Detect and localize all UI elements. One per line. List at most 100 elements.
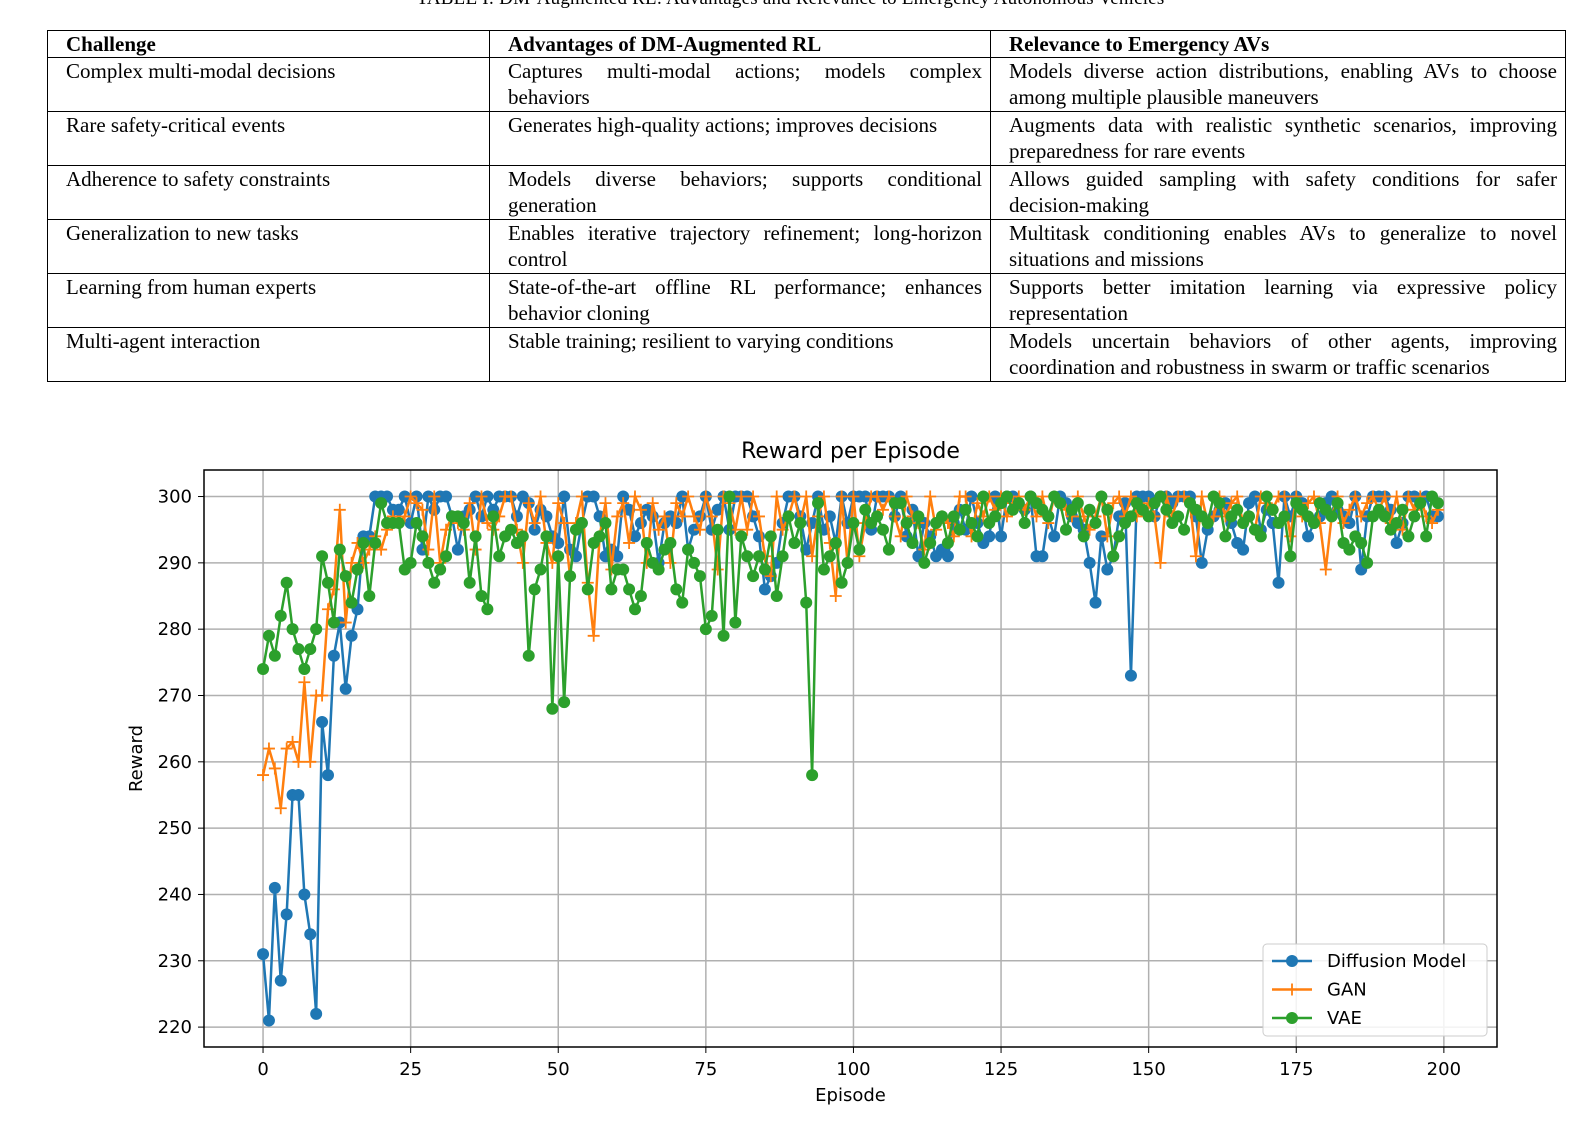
data-point (770, 590, 783, 603)
data-point (906, 536, 919, 549)
data-point (1077, 530, 1090, 543)
data-point (829, 590, 842, 603)
data-point (995, 530, 1008, 543)
data-point (1349, 490, 1362, 503)
data-point (1000, 510, 1013, 523)
data-point (1195, 490, 1208, 503)
data-point (646, 497, 659, 510)
data-point (310, 1007, 323, 1020)
data-point (463, 576, 476, 589)
legend-label: GAN (1327, 980, 1367, 1001)
data-point (965, 517, 978, 530)
data-point (741, 550, 754, 563)
data-point (416, 530, 429, 543)
data-point (670, 583, 683, 596)
data-point (629, 490, 641, 503)
data-point (859, 503, 872, 516)
data-point (1178, 523, 1191, 536)
data-point (262, 742, 275, 755)
y-tick-label: 250 (158, 818, 192, 839)
x-tick-label: 25 (399, 1059, 422, 1080)
y-tick-label: 280 (158, 619, 192, 640)
data-point (599, 497, 612, 510)
data-point (876, 503, 889, 516)
data-point (717, 629, 730, 642)
data-point (528, 583, 541, 596)
data-point (333, 503, 346, 516)
data-point (959, 503, 972, 516)
data-point (847, 517, 860, 530)
data-point (451, 543, 464, 556)
data-point (280, 576, 293, 589)
data-point (558, 517, 571, 530)
data-point (268, 881, 281, 894)
y-tick-label: 260 (158, 752, 192, 773)
data-point (469, 530, 482, 543)
data-point (977, 490, 990, 503)
data-point (806, 769, 819, 782)
data-point (416, 503, 429, 516)
data-point (941, 550, 954, 563)
data-point (457, 517, 470, 530)
data-point (1402, 530, 1415, 543)
data-point (1331, 497, 1344, 510)
data-point (292, 755, 305, 768)
data-point (257, 769, 270, 782)
data-point (1307, 517, 1320, 530)
data-point (1154, 490, 1167, 503)
data-point (564, 570, 577, 583)
data-point (741, 523, 754, 536)
data-point (989, 510, 1002, 523)
data-point (847, 490, 860, 503)
data-point (1083, 556, 1096, 569)
data-point (947, 510, 960, 523)
data-point (428, 576, 441, 589)
data-point (540, 530, 553, 543)
data-point (516, 530, 529, 543)
x-tick-label: 0 (257, 1059, 268, 1080)
data-point (1036, 490, 1049, 503)
data-point (434, 563, 447, 576)
data-point (558, 696, 571, 709)
data-point (1042, 510, 1055, 523)
data-point (1302, 497, 1315, 510)
data-point (640, 536, 653, 549)
data-point (764, 530, 777, 543)
data-point (876, 523, 889, 536)
data-point (747, 490, 760, 503)
data-point (575, 490, 588, 503)
data-point (534, 490, 547, 503)
data-point (747, 570, 760, 583)
cell-relevance: Augments data with realistic synthetic s… (990, 111, 1566, 166)
data-point (304, 755, 317, 768)
table-row: Generalization to new tasks Enables itera… (47, 219, 1566, 274)
data-point (262, 1014, 275, 1027)
data-point (422, 556, 435, 569)
data-point (587, 490, 600, 503)
data-point (853, 543, 866, 556)
data-point (682, 490, 695, 503)
data-point (351, 563, 364, 576)
x-axis-label: Episode (815, 1085, 886, 1106)
data-point (971, 530, 984, 543)
data-point (475, 490, 488, 503)
data-point (841, 556, 854, 569)
data-point (268, 649, 281, 662)
advantages-table: Challenge Advantages of DM-Augmented RL … (47, 30, 1566, 382)
y-tick-label: 240 (158, 884, 192, 905)
data-point (1113, 490, 1126, 503)
data-point (953, 523, 966, 536)
x-tick-label: 125 (984, 1059, 1018, 1080)
data-point (664, 536, 677, 549)
data-point (835, 576, 848, 589)
x-tick-label: 150 (1131, 1059, 1165, 1080)
data-point (345, 596, 358, 609)
x-tick-label: 50 (547, 1059, 570, 1080)
data-point (339, 616, 352, 629)
data-point (1054, 497, 1067, 510)
data-point (1431, 497, 1444, 510)
data-point (1071, 497, 1084, 510)
x-tick-label: 175 (1279, 1059, 1313, 1080)
data-point (292, 788, 305, 801)
data-point (1012, 497, 1025, 510)
